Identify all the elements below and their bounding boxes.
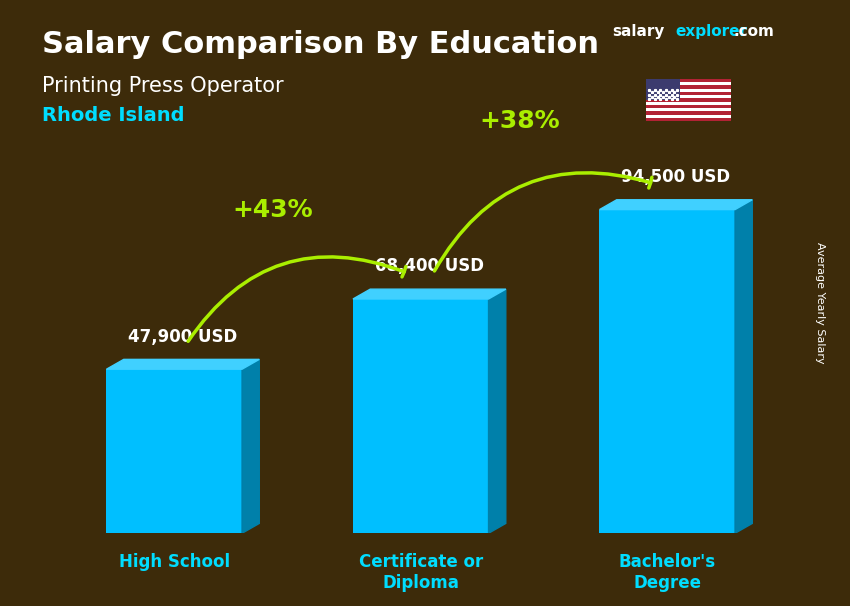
Text: Printing Press Operator: Printing Press Operator [42, 76, 284, 96]
Text: 94,500 USD: 94,500 USD [621, 168, 730, 186]
Text: explorer: explorer [676, 24, 748, 39]
Bar [646, 79, 680, 100]
Bar [646, 79, 731, 82]
Text: +43%: +43% [233, 198, 313, 222]
Text: +38%: +38% [479, 109, 559, 133]
Bar [646, 102, 731, 105]
Bar [646, 88, 731, 92]
Polygon shape [106, 359, 259, 369]
Polygon shape [242, 359, 259, 533]
Bar [646, 98, 731, 102]
Text: .com: .com [734, 24, 774, 39]
Bar [646, 95, 731, 98]
Bar [646, 108, 731, 112]
Polygon shape [735, 200, 752, 533]
Text: 68,400 USD: 68,400 USD [375, 258, 484, 275]
Text: salary: salary [612, 24, 665, 39]
Text: Rhode Island: Rhode Island [42, 106, 185, 125]
Bar [106, 369, 242, 533]
Text: Bachelor's
Degree: Bachelor's Degree [619, 553, 716, 592]
Text: 47,900 USD: 47,900 USD [128, 328, 237, 345]
Bar [646, 112, 731, 115]
Bar [599, 210, 735, 533]
Polygon shape [489, 289, 506, 533]
Bar [646, 105, 731, 108]
Bar [646, 115, 731, 118]
Bar [646, 82, 731, 85]
Polygon shape [353, 289, 506, 299]
Bar [646, 118, 731, 121]
Text: High School: High School [119, 553, 230, 571]
Bar [646, 85, 731, 88]
Text: Salary Comparison By Education: Salary Comparison By Education [42, 30, 599, 59]
Text: Certificate or
Diploma: Certificate or Diploma [359, 553, 483, 592]
Bar [353, 299, 489, 533]
Bar [646, 92, 731, 95]
Polygon shape [599, 200, 752, 210]
Text: Average Yearly Salary: Average Yearly Salary [815, 242, 825, 364]
